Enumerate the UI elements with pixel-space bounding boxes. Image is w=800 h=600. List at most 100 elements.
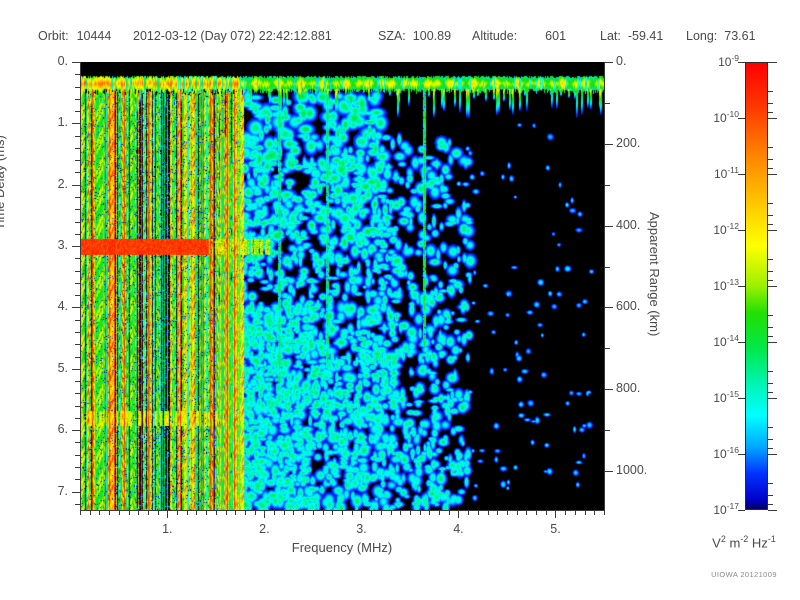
header-field-orbit: Orbit: 10444 [38,29,111,43]
header-label-datetime: 2012-03-12 (Day 072) 22:42:12.881 [133,29,332,43]
x-tick-minor [177,510,178,515]
colorbar-tick-major-right [768,454,777,455]
y-right-tick-label: 1000. [616,463,648,478]
y-left-tick-minor [75,479,80,480]
y-left-tick-major [72,369,80,370]
colorbar-tick-major-right [768,118,777,119]
y-right-tick-label: 600. [616,299,641,314]
x-tick-minor [410,510,411,515]
x-tick-major [555,510,556,518]
x-tick-minor [293,510,294,515]
y-left-tick-minor [75,455,80,456]
colorbar-tick-major [738,174,745,175]
x-tick-minor [439,510,440,515]
colorbar-gradient [746,63,767,509]
y-left-tick-label: 3. [57,238,68,253]
y-left-tick-minor [75,111,80,112]
colorbar-tick-minor [768,392,773,393]
x-tick-minor [323,510,324,515]
x-tick-minor [381,510,382,515]
colorbar-tick-major-right [768,286,777,287]
y-right-tick-major [605,144,613,145]
y-left-tick-minor [75,271,80,272]
x-tick-minor [226,510,227,515]
x-tick-minor [235,510,236,515]
colorbar-tick-label: 10-10 [713,109,739,125]
y-left-tick-minor [75,87,80,88]
y-left-tick-minor [75,172,80,173]
y-left-tick-label: 0. [57,54,68,68]
x-tick-minor [468,510,469,515]
ionogram-heatmap [80,62,604,510]
header-metadata-bar: Orbit: 10444 2012-03-12 (Day 072) 22:42:12… [0,29,800,47]
colorbar-tick-major [738,342,745,343]
y-left-tick-minor [75,160,80,161]
y-left-tick-major [72,307,80,308]
y-left-tick-label: 2. [57,176,68,191]
header-value-lat: -59.41 [627,29,664,43]
header-label-long: Long: [686,29,718,43]
x-tick-minor [158,510,159,515]
header-field-sza: SZA: 100.89 [378,29,451,43]
x-tick-minor [187,510,188,515]
colorbar-tick-minor [768,215,773,216]
y-left-tick-minor [75,357,80,358]
y-right-tick-minor [605,267,610,268]
x-tick-minor [488,510,489,515]
header-field-lat: Lat: -59.41 [600,29,663,43]
header-value-orbit: 10444 [76,29,112,43]
y-axis-left-label: Time Delay (ms) [0,135,7,230]
y-left-tick-major [72,185,80,186]
colorbar-tick-label: 10-16 [713,445,739,461]
x-tick-minor [449,510,450,515]
colorbar-tick-minor [768,147,773,148]
header-label-lat: Lat: [600,29,621,43]
y-left-tick-label: 4. [57,299,68,314]
x-tick-minor [90,510,91,515]
x-tick-minor [303,510,304,515]
colorbar-tick-minor [768,315,773,316]
y-right-tick-major [605,62,613,63]
x-tick-minor [565,510,566,515]
colorbar-tick-major [738,398,745,399]
header-label-sza: SZA: [378,29,406,43]
x-tick-minor [478,510,479,515]
colorbar-tick-major [738,510,745,511]
colorbar-tick-major-right [768,398,777,399]
colorbar-tick-label: 10-15 [713,389,739,405]
x-tick-minor [148,510,149,515]
x-tick-minor [255,510,256,515]
y-left-tick-major [72,62,80,63]
y-left-tick-minor [75,283,80,284]
colorbar-tick-minor [768,327,773,328]
header-label-orbit: Orbit: [38,29,69,43]
x-tick-minor [371,510,372,515]
y-right-tick-label: 400. [616,217,641,232]
colorbar-unit-label: V2 m-2 Hz-1 [712,534,776,551]
y-right-tick-major [605,226,613,227]
y-left-tick-minor [75,504,80,505]
x-tick-minor [332,510,333,515]
colorbar-tick-minor [768,336,773,337]
y-right-tick-major [605,471,613,472]
y-left-tick-minor [75,99,80,100]
colorbar-tick-major [738,454,745,455]
y-left-tick-minor [75,197,80,198]
y-left-tick-minor [75,295,80,296]
header-value-sza: 100.89 [412,29,452,43]
heatmap-canvas [80,62,604,510]
x-tick-minor [400,510,401,515]
y-right-tick-minor [605,430,610,431]
x-tick-minor [575,510,576,515]
colorbar-tick-minor [768,112,773,113]
y-right-tick-minor [605,348,610,349]
y-left-tick-minor [75,344,80,345]
colorbar-tick-minor [768,159,773,160]
x-tick-minor [536,510,537,515]
colorbar-tick-major-right [768,510,777,511]
colorbar-tick-minor [768,271,773,272]
header-field-altitude: Altitude: 601 [472,29,566,43]
colorbar-tick-label: 10-11 [713,165,739,181]
x-tick-label: 3. [356,522,367,536]
